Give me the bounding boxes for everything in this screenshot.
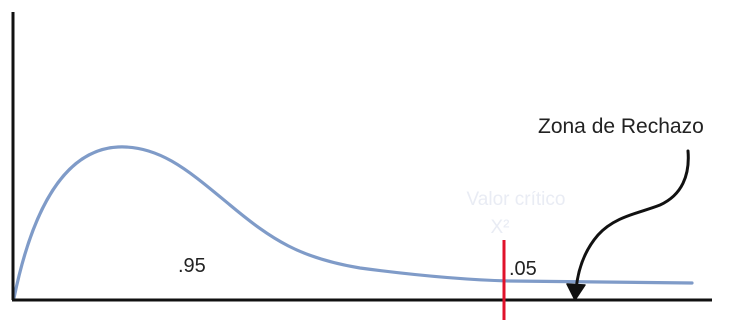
rejection-zone-arrowhead xyxy=(566,283,586,301)
rejection-zone-arrow xyxy=(574,149,690,292)
acceptance-area-label: .95 xyxy=(178,255,206,277)
critical-value-symbol: X² xyxy=(491,217,510,238)
distribution-curve xyxy=(12,145,694,300)
rejection-area-label: .05 xyxy=(509,258,537,280)
rejection-zone-label: Zona de Rechazo xyxy=(538,115,704,138)
critical-value-label: Valor crítico xyxy=(467,189,566,210)
